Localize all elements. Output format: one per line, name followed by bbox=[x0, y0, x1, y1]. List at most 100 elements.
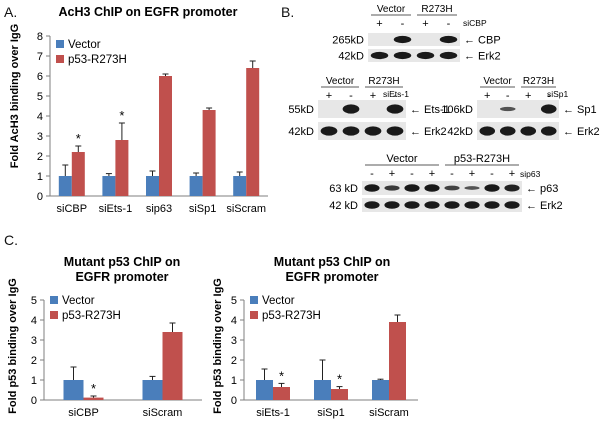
bar bbox=[314, 380, 331, 400]
treatment-sign: + bbox=[376, 18, 382, 30]
bar bbox=[233, 176, 247, 196]
condition-label: siEts-1 bbox=[383, 89, 409, 99]
protein-band bbox=[320, 126, 338, 136]
condition-label: sip63 bbox=[520, 169, 541, 179]
protein-band bbox=[499, 126, 516, 136]
bar bbox=[115, 140, 129, 196]
blot-strip bbox=[368, 49, 460, 62]
group-label: Vector bbox=[377, 4, 406, 15]
x-tick-label: sip63 bbox=[146, 203, 172, 215]
protein-band bbox=[384, 201, 400, 209]
molecular-weight-label: 42kD bbox=[447, 126, 473, 138]
bar bbox=[83, 397, 104, 400]
panel-label-a: A. bbox=[4, 4, 18, 20]
legend-label: Vector bbox=[262, 295, 295, 307]
y-tick-label: 8 bbox=[37, 31, 43, 43]
protein-band bbox=[540, 104, 557, 114]
blot-strip bbox=[318, 100, 406, 118]
condition-label: siCBP bbox=[463, 18, 487, 28]
group-label: p53-R273H bbox=[454, 153, 510, 165]
y-tick-label: 3 bbox=[31, 335, 37, 347]
protein-band bbox=[504, 184, 520, 192]
bar bbox=[102, 176, 116, 196]
significance-marker: * bbox=[91, 381, 96, 396]
legend-swatch bbox=[250, 296, 258, 304]
legend-label: p53-R273H bbox=[262, 310, 321, 322]
y-tick-label: 3 bbox=[37, 131, 43, 143]
protein-band bbox=[540, 126, 557, 136]
y-tick-label: 1 bbox=[231, 375, 237, 387]
x-tick-label: siScram bbox=[143, 407, 183, 419]
band-target-label: ← Sp1 bbox=[563, 104, 597, 116]
mutant-p53-chip-chart-right: Mutant p53 ChIP on EGFR promoter Fold p5… bbox=[212, 255, 418, 419]
bar bbox=[372, 380, 389, 400]
significance-marker: * bbox=[279, 368, 284, 383]
bar bbox=[159, 76, 172, 196]
molecular-weight-label: 63 kD bbox=[329, 183, 358, 195]
legend-label: Vector bbox=[62, 295, 95, 307]
bar bbox=[146, 176, 159, 196]
legend-swatch bbox=[50, 311, 58, 319]
treatment-sign: - bbox=[393, 90, 397, 102]
y-tick-label: 7 bbox=[37, 51, 43, 63]
treatment-sign: + bbox=[429, 168, 435, 180]
protein-band bbox=[364, 126, 382, 136]
treatment-sign: + bbox=[422, 18, 428, 30]
chart-title: AcH3 ChIP on EGFR promoter bbox=[59, 5, 238, 19]
x-tick-label: siEts-1 bbox=[256, 407, 290, 419]
acetyl-h3-chip-chart: AcH3 ChIP on EGFR promoter Fold AcH3 bin… bbox=[9, 5, 268, 215]
treatment-sign: - bbox=[450, 168, 454, 180]
protein-band bbox=[484, 201, 500, 209]
protein-band bbox=[404, 201, 420, 209]
y-tick-label: 0 bbox=[37, 191, 43, 203]
group-label: R273H bbox=[368, 76, 399, 87]
protein-band bbox=[439, 35, 458, 44]
legend-swatch bbox=[250, 311, 258, 319]
protein-band bbox=[520, 126, 537, 136]
protein-band bbox=[424, 184, 440, 192]
legend-label: Vector bbox=[68, 39, 101, 51]
y-tick-label: 2 bbox=[31, 355, 37, 367]
y-tick-label: 4 bbox=[31, 315, 37, 327]
y-tick-label: 0 bbox=[31, 395, 37, 407]
mutant-p53-chip-chart-left: Mutant p53 ChIP on EGFR promoter Fold p5… bbox=[7, 255, 202, 419]
protein-band bbox=[393, 51, 412, 60]
molecular-weight-label: 42kD bbox=[338, 51, 364, 63]
protein-band bbox=[464, 201, 480, 209]
band-target-label: ← Erk2 bbox=[526, 200, 563, 212]
y-tick-label: 2 bbox=[37, 151, 43, 163]
y-tick-label: 1 bbox=[37, 171, 43, 183]
x-tick-label: siScram bbox=[226, 203, 266, 215]
x-tick-label: siCBP bbox=[57, 203, 88, 215]
protein-band bbox=[404, 184, 420, 192]
legend-label: p53-R273H bbox=[62, 310, 121, 322]
protein-band bbox=[386, 126, 404, 136]
treatment-sign: - bbox=[547, 90, 551, 102]
y-axis-label: Fold p53 binding over IgG bbox=[212, 278, 224, 414]
y-tick-label: 4 bbox=[37, 111, 43, 123]
treatment-sign: + bbox=[525, 90, 531, 102]
molecular-weight-label: 106kD bbox=[441, 104, 473, 116]
blot-strip bbox=[477, 100, 559, 118]
y-tick-label: 4 bbox=[231, 315, 237, 327]
blot-strip bbox=[318, 122, 406, 140]
protein-band bbox=[479, 126, 496, 136]
band-target-label: ← Erk2 bbox=[410, 126, 447, 138]
x-tick-label: siSp1 bbox=[317, 407, 345, 419]
protein-band bbox=[370, 51, 389, 60]
significance-marker: * bbox=[119, 108, 124, 123]
blot-strip bbox=[362, 181, 522, 195]
group-label: R273H bbox=[523, 76, 554, 87]
y-tick-label: 3 bbox=[231, 335, 237, 347]
group-label: Vector bbox=[483, 76, 512, 87]
treatment-sign: + bbox=[484, 90, 490, 102]
molecular-weight-label: 265kD bbox=[332, 35, 364, 47]
band-target-label: ← Erk2 bbox=[464, 51, 501, 63]
chart-title-line-2: EGFR promoter bbox=[285, 270, 378, 284]
protein-band bbox=[464, 186, 480, 190]
condition-label: siSp1 bbox=[547, 89, 569, 99]
y-tick-label: 0 bbox=[231, 395, 237, 407]
